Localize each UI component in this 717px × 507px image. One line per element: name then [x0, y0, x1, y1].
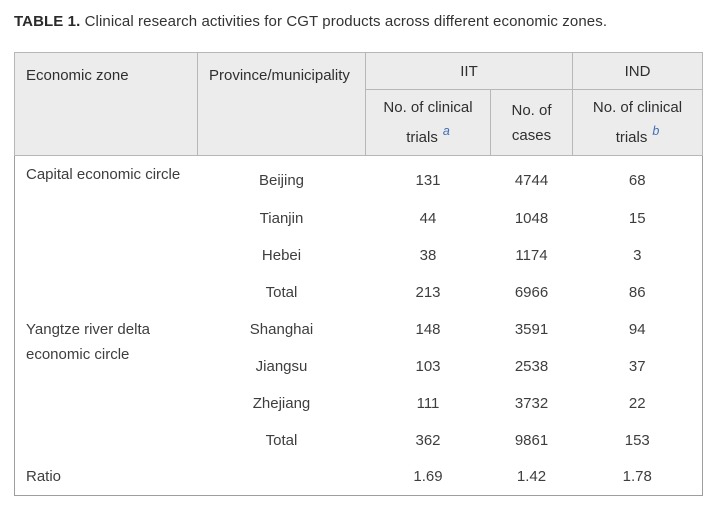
- province-cell: Jiangsu: [255, 357, 308, 375]
- zone-cell-capital: Capital economic circle: [26, 166, 181, 183]
- iit-cases-cell: 1048: [514, 209, 549, 227]
- iit-cases-cell: 2538: [514, 357, 549, 375]
- ind-trials-cell: 68: [628, 172, 646, 190]
- header-ind-clinical-trials-label: No. of clinical trials: [592, 99, 683, 146]
- iit-trials-cell: 38: [419, 246, 437, 264]
- footnote-marker-a: a: [442, 124, 450, 138]
- iit-trials-cell: 131: [415, 172, 441, 190]
- ind-trials-cell: 3: [633, 246, 642, 264]
- header-economic-zone: Economic zone: [14, 52, 198, 156]
- province-cell: [198, 459, 366, 496]
- ind-trials-cell: 153: [624, 431, 650, 449]
- iit-cases-cell: 3732: [514, 394, 549, 412]
- iit-cases-cell: 6966: [514, 283, 549, 301]
- iit-trials-cell: 103: [415, 357, 441, 375]
- province-cell: Hebei: [261, 246, 302, 264]
- table-row: Total 213 6966 86: [15, 274, 703, 311]
- table-caption-text: Clinical research activities for CGT pro…: [80, 13, 608, 30]
- iit-trials-cell: 148: [415, 320, 441, 338]
- iit-cases-cell: 9861: [514, 431, 549, 449]
- header-group-iit: IIT: [365, 52, 573, 90]
- table-row: Capital economic circle Beijing 131 4744…: [15, 156, 703, 200]
- clinical-research-table: Economic zone Province/municipality IIT …: [14, 52, 703, 496]
- table-header: Economic zone Province/municipality IIT …: [14, 52, 703, 156]
- ind-trials-cell: 22: [628, 394, 646, 412]
- footnote-marker-b: b: [652, 124, 660, 138]
- table-row: Hebei 38 1174 3: [15, 237, 703, 274]
- ind-trials-cell: 37: [628, 357, 646, 375]
- iit-cases-cell: 4744: [514, 172, 549, 190]
- ind-trials-cell: 1.78: [622, 468, 652, 486]
- page: TABLE 1. Clinical research activities fo…: [14, 12, 703, 496]
- iit-cases-cell: 1174: [515, 246, 548, 264]
- header-iit-clinical-trials-label: No. of clinical trials: [383, 99, 473, 146]
- table-caption-label: TABLE 1.: [14, 13, 81, 30]
- iit-trials-cell: 111: [416, 394, 440, 412]
- iit-cases-cell: 3591: [514, 320, 549, 338]
- table-caption: TABLE 1. Clinical research activities fo…: [14, 12, 703, 32]
- header-ind-clinical-trials: No. of clinical trials b: [572, 89, 703, 156]
- ind-trials-cell: 15: [628, 209, 646, 227]
- table-row: Tianjin 44 1048 15: [15, 200, 703, 237]
- iit-cases-cell: 1.42: [516, 468, 547, 486]
- province-cell: Total: [265, 431, 298, 449]
- table-row: Zhejiang 111 3732 22: [15, 385, 703, 422]
- header-iit-clinical-trials: No. of clinical trials a: [365, 89, 491, 156]
- province-cell: Tianjin: [259, 209, 304, 227]
- ind-trials-cell: 94: [628, 320, 646, 338]
- header-province-municipality: Province/municipality: [197, 52, 366, 156]
- iit-trials-cell: 44: [419, 209, 437, 227]
- province-cell: Shanghai: [249, 320, 314, 338]
- zone-cell-yangtze: Yangtze river delta economic circle: [26, 320, 150, 363]
- iit-trials-cell: 362: [415, 431, 441, 449]
- province-cell: Total: [265, 283, 298, 301]
- iit-trials-cell: 1.69: [413, 468, 443, 486]
- table-row: Total 362 9861 153: [15, 422, 703, 459]
- header-iit-cases: No. of cases: [490, 89, 573, 156]
- header-row-sub: No. of clinical trials a No. of cases No.…: [15, 89, 703, 156]
- zone-cell-ratio: Ratio: [26, 468, 62, 486]
- ind-trials-cell: 86: [628, 283, 646, 301]
- header-group-ind: IND: [572, 52, 703, 90]
- table-row-ratio: Ratio 1.69 1.42 1.78: [15, 459, 703, 496]
- table-row: Yangtze river delta economic circle Shan…: [15, 311, 703, 363]
- table-row: Jiangsu 103 2538 37: [15, 348, 703, 385]
- header-row-groups: Economic zone Province/municipality IIT …: [14, 52, 703, 156]
- province-cell: Beijing: [258, 172, 305, 190]
- table-body: Capital economic circle Beijing 131 4744…: [15, 156, 703, 496]
- iit-trials-cell: 213: [415, 283, 441, 301]
- province-cell: Zhejiang: [252, 394, 311, 412]
